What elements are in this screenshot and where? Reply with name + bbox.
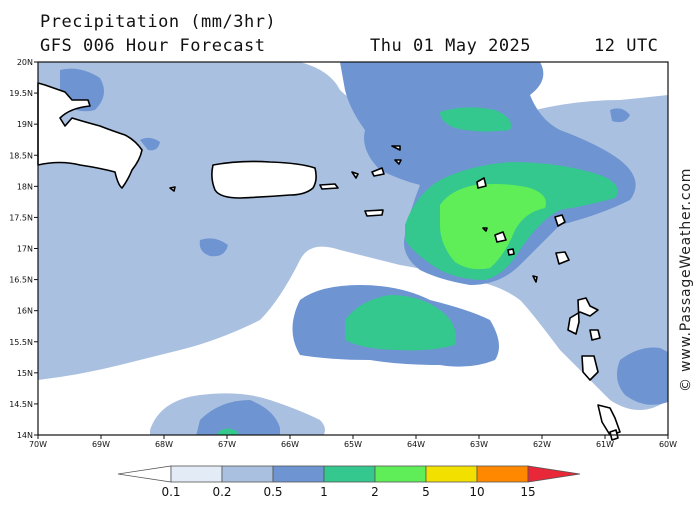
legend-level-label: 1: [320, 485, 328, 499]
legend-arrow-high: [527, 465, 581, 483]
lon-tick-label: 62W: [533, 440, 551, 449]
anguilla-outline: [476, 177, 487, 189]
latitude-axis: 20N 19.5N 19N 18.5N 18N 17.5N 17N 16.5N 16N 15.5N…: [9, 58, 38, 440]
coastlines: [37, 82, 621, 441]
legend-swatch: [425, 465, 478, 483]
legend-level-label: 0.1: [161, 485, 180, 499]
legend-swatch: [323, 465, 376, 483]
legend-swatch: [170, 465, 223, 483]
lon-tick-label: 69W: [92, 440, 110, 449]
forecast-date: Thu 01 May 2025: [370, 36, 532, 56]
legend-level-label: 0.5: [263, 485, 282, 499]
legend-swatch: [476, 465, 529, 483]
lat-tick-label: 18N: [17, 182, 33, 191]
mona-outline: [169, 186, 176, 192]
legend-swatch: [374, 465, 427, 483]
martinique-outline: [589, 329, 601, 341]
legend-level-label: 0.2: [212, 485, 231, 499]
guadeloupe-outline: [532, 251, 570, 283]
lon-tick-label: 70W: [29, 440, 47, 449]
legend-level-label: 5: [422, 485, 430, 499]
lon-tick-label: 60W: [659, 440, 677, 449]
lat-tick-label: 17.5N: [9, 213, 33, 222]
lat-tick-label: 17N: [17, 245, 33, 254]
st-lucia-outline: [581, 355, 599, 381]
lat-tick-label: 18.5N: [9, 151, 33, 160]
precip-band-2: [440, 184, 546, 270]
lat-tick-label: 16.5N: [9, 276, 33, 285]
legend-level-label: 15: [520, 485, 535, 499]
lat-tick-label: 14.5N: [9, 400, 33, 409]
longitude-axis: 70W 69W 68W 67W 66W 65W 64W 63W 62W 61W 60W: [29, 435, 677, 449]
lon-tick-label: 63W: [470, 440, 488, 449]
legend-arrow-low: [117, 465, 172, 483]
virgin-islands-outline: [319, 145, 402, 190]
legend-swatch: [221, 465, 274, 483]
watermark: © www.PassageWeather.com: [678, 167, 694, 392]
lon-tick-label: 66W: [281, 440, 299, 449]
montserrat-outline: [507, 248, 515, 256]
antigua-outline: [554, 214, 566, 227]
st-croix-outline: [364, 209, 384, 217]
saba-outline: [482, 227, 507, 243]
lon-tick-label: 65W: [344, 440, 362, 449]
lat-tick-label: 19.5N: [9, 89, 33, 98]
lon-tick-label: 68W: [155, 440, 173, 449]
puerto-rico-outline: [211, 160, 317, 199]
forecast-time: 12 UTC: [594, 36, 659, 56]
dominica-outline: [567, 297, 599, 335]
map-title: Precipitation (mm/3hr): [40, 12, 277, 32]
lon-tick-label: 64W: [407, 440, 425, 449]
barbados-outline: [597, 404, 621, 436]
precip-contours: [38, 62, 668, 435]
lat-tick-label: 15.5N: [9, 338, 33, 347]
lat-tick-label: 16N: [17, 307, 33, 316]
lon-tick-label: 67W: [218, 440, 236, 449]
legend-level-label: 10: [469, 485, 484, 499]
precipitation-legend: 0.1 0.2 0.5 1 2 5 10 15: [117, 465, 581, 499]
lat-tick-label: 19N: [17, 120, 33, 129]
lon-tick-label: 61W: [596, 440, 614, 449]
forecast-model-label: GFS 006 Hour Forecast: [40, 36, 266, 56]
lat-tick-label: 14N: [17, 431, 33, 440]
lat-tick-label: 20N: [17, 58, 33, 67]
legend-swatch: [272, 465, 325, 483]
lat-tick-label: 15N: [17, 369, 33, 378]
hispaniola-outline: [37, 82, 143, 189]
precipitation-map: 70W 69W 68W 67W 66W 65W 64W 63W 62W 61W 60W 20N 19.…: [9, 58, 677, 449]
legend-level-label: 2: [371, 485, 379, 499]
